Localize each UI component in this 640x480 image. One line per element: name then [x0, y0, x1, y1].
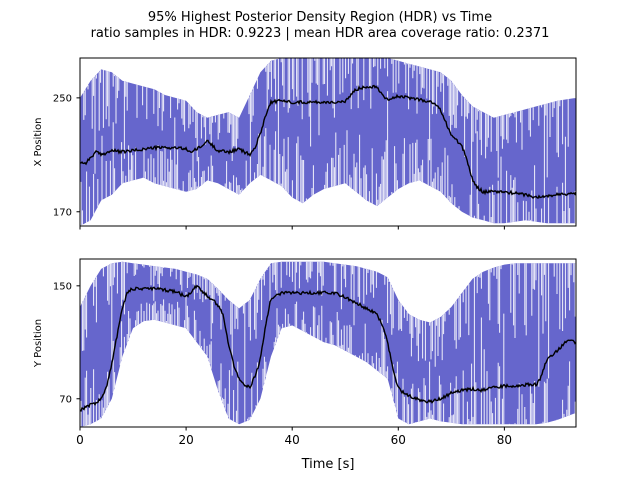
y-xtick-label: 40 — [285, 433, 300, 447]
y-hdr-band — [80, 261, 576, 427]
y-axes-frame — [79, 258, 577, 428]
x-hdr-band-layer — [80, 58, 576, 226]
y-ytick-label: 150 — [53, 281, 72, 292]
y-hdr-band-layer — [80, 261, 576, 427]
x-estimate-line — [80, 84, 576, 200]
figure-title-line-2: ratio samples in HDR: 0.9223 | mean HDR … — [91, 26, 550, 41]
x-ytick-label: 250 — [53, 93, 72, 104]
y-position-panel: 70 150 0 20 40 60 80 Y Position — [33, 258, 577, 447]
figure-title-line-1: 95% Highest Posterior Density Region (HD… — [148, 10, 492, 25]
y-xtick-label: 20 — [178, 433, 193, 447]
x-hdr-band-texture — [80, 58, 576, 226]
y-estimate-layer — [80, 284, 576, 412]
x-x-ticks — [79, 226, 505, 230]
y-xtick-label: 60 — [391, 433, 406, 447]
y-ytick-label: 70 — [59, 394, 72, 405]
y-hdr-band-texture — [80, 261, 576, 427]
x-y-ticks: 170 250 — [53, 93, 80, 218]
x-ytick-label: 170 — [53, 207, 72, 218]
x-estimate-layer — [80, 84, 576, 200]
time-xlabel: Time [s] — [301, 457, 355, 472]
x-position-ylabel: X Position — [33, 118, 44, 167]
y-x-ticks: 0 20 40 60 80 — [76, 427, 512, 447]
y-estimate-line — [80, 284, 576, 412]
y-y-ticks: 70 150 — [53, 281, 80, 405]
y-position-ylabel: Y Position — [33, 319, 44, 368]
x-axes-frame — [79, 57, 577, 227]
y-xtick-label: 0 — [76, 433, 84, 447]
y-xtick-label: 80 — [497, 433, 512, 447]
x-position-panel: 170 250 X Position — [33, 57, 577, 230]
